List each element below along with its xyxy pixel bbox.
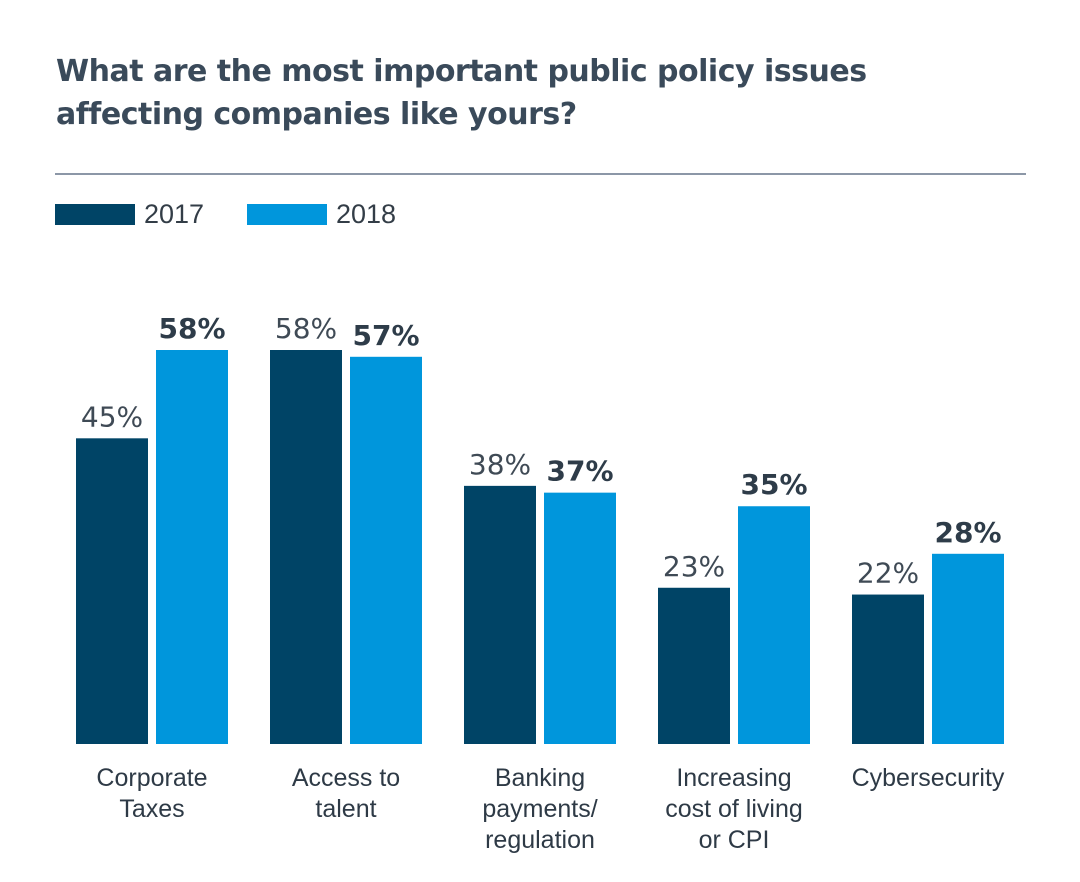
bar-2017: [76, 438, 148, 744]
data-label-2017: 23%: [663, 550, 725, 583]
bar-2018: [156, 350, 228, 744]
category-label: Access to talent: [292, 764, 400, 823]
bar-group: 22% 28% Cybersecurity: [852, 516, 1005, 792]
category-label: Banking payments/regulation: [482, 764, 597, 854]
data-label-2017: 58%: [275, 312, 337, 345]
data-label-2017: 22%: [857, 557, 919, 590]
data-label-2018: 58%: [158, 312, 225, 345]
bar-2017: [464, 485, 536, 744]
bar-group: 45% 58% Corporate Taxes: [76, 312, 228, 823]
bar-group: 38% 37% Banking payments/regulation: [464, 448, 616, 854]
bar-2018: [350, 356, 422, 744]
bar-group: 58% 57% Access to talent: [270, 312, 422, 823]
data-label-2018: 37%: [546, 455, 613, 488]
bar-2018: [932, 553, 1004, 744]
chart-title: What are the most important public polic…: [56, 50, 1016, 136]
bar-2017: [658, 587, 730, 744]
bar-group: 23% 35% Increasing cost of living or CPI: [658, 468, 810, 854]
legend-swatch-2018: [247, 203, 327, 225]
chart-title-line-2: affecting companies like yours?: [56, 97, 577, 132]
bar-2017: [270, 350, 342, 744]
legend-item-2017: 2017: [55, 199, 204, 229]
chart-title-line-1: What are the most important public polic…: [56, 54, 867, 89]
title-divider: [55, 173, 1026, 175]
data-label-2018: 35%: [740, 468, 807, 501]
category-label: Cybersecurity: [852, 764, 1005, 792]
category-label: Increasing cost of living or CPI: [665, 764, 803, 854]
bar-2017: [852, 594, 924, 744]
legend-label-2017: 2017: [144, 199, 205, 229]
data-label-2018: 28%: [934, 516, 1001, 549]
category-label: Corporate Taxes: [96, 764, 207, 823]
legend-swatch-2017: [55, 203, 135, 225]
bar-2018: [738, 506, 810, 744]
legend-label-2018: 2018: [336, 199, 397, 229]
legend-item-2018: 2018: [247, 199, 396, 229]
data-label-2017: 38%: [469, 448, 531, 481]
data-label-2017: 45%: [81, 400, 143, 433]
bar-2018: [544, 492, 616, 744]
data-label-2018: 57%: [352, 319, 419, 352]
